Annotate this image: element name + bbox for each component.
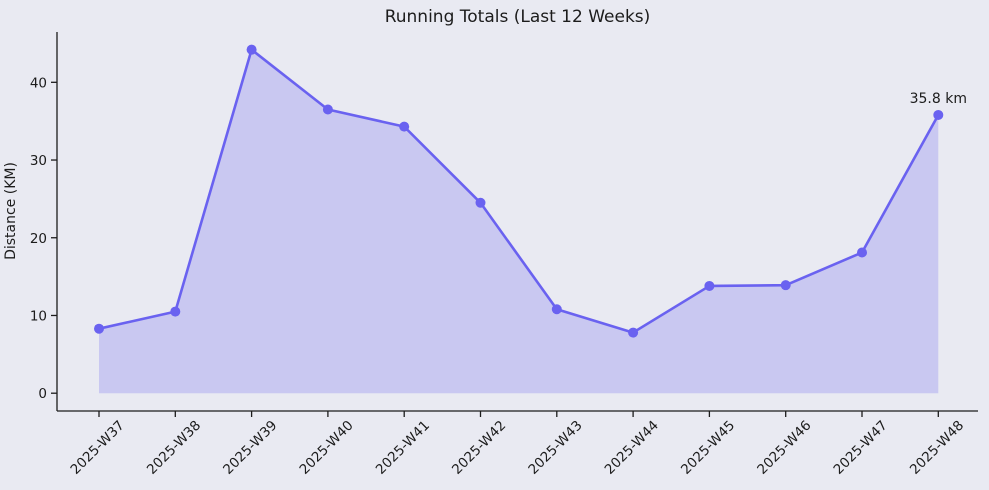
data-point-marker [780, 280, 791, 291]
x-tick-label: 2025-W39 [220, 418, 280, 478]
x-tick-label: 2025-W37 [68, 418, 128, 478]
y-tick-label: 30 [30, 153, 47, 169]
x-tick-label: 2025-W45 [678, 418, 738, 478]
x-tick-label: 2025-W38 [144, 418, 204, 478]
y-tick-label: 10 [30, 308, 47, 324]
y-tick-label: 40 [30, 75, 47, 91]
data-point-marker [322, 104, 333, 115]
data-point-marker [551, 304, 562, 315]
data-point-marker [857, 247, 867, 258]
data-point-marker [246, 44, 257, 55]
data-point-marker [475, 197, 486, 208]
x-tick-label: 2025-W48 [907, 418, 967, 478]
x-tick-label: 2025-W46 [754, 418, 814, 478]
data-point-marker [170, 306, 181, 317]
x-tick-label: 2025-W40 [296, 418, 356, 478]
x-tick-label: 2025-W47 [831, 418, 891, 478]
x-tick-label: 2025-W42 [449, 418, 509, 478]
data-point-marker [933, 109, 944, 120]
y-tick-label: 0 [38, 386, 47, 402]
x-tick-label: 2025-W41 [373, 418, 433, 478]
chart-title: Running Totals (Last 12 Weeks) [384, 7, 651, 27]
annotation-label: 35.8 km [910, 91, 967, 107]
x-tick-label: 2025-W43 [525, 418, 585, 478]
data-point-marker [704, 280, 715, 291]
data-point-marker [399, 121, 410, 132]
x-tick-label: 2025-W44 [602, 418, 662, 478]
area-fill [99, 49, 939, 394]
line-series [97, 48, 940, 334]
y-tick-label: 20 [30, 231, 47, 247]
data-point-marker [628, 327, 639, 338]
data-point-marker [94, 323, 104, 334]
